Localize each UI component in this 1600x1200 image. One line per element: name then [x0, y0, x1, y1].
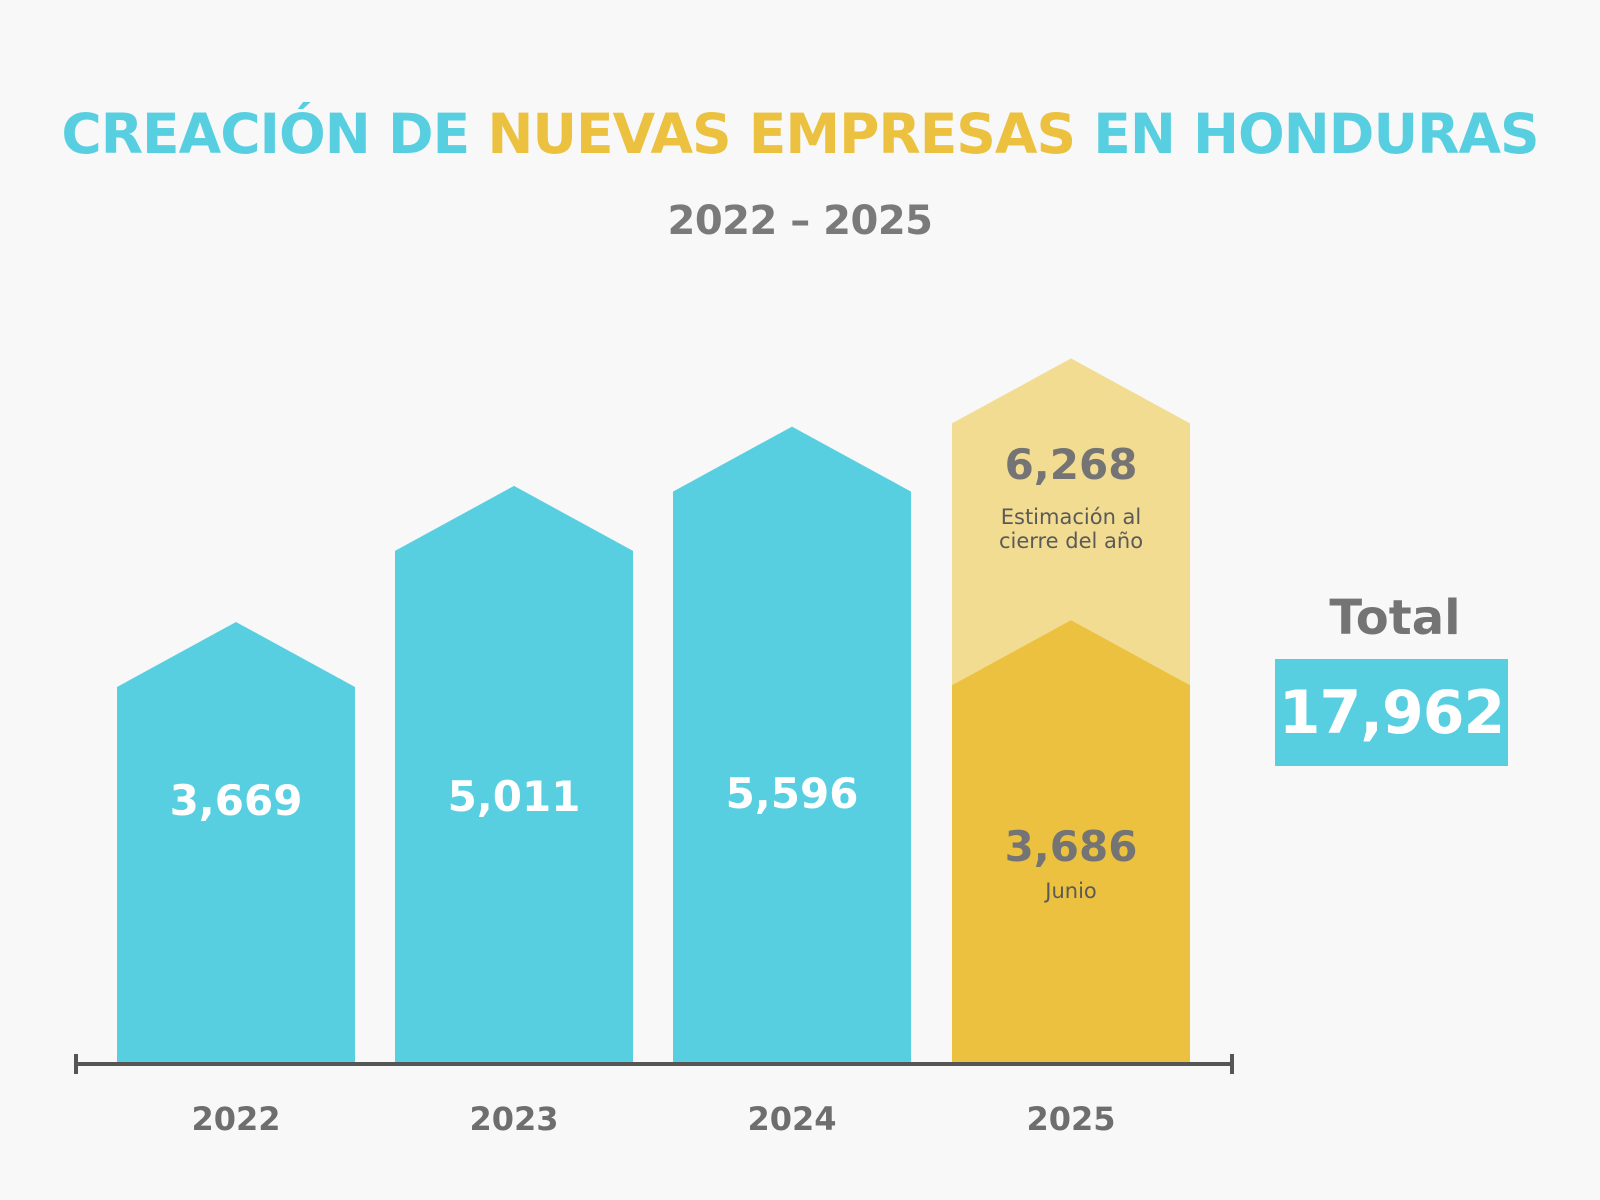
title-part-2: NUEVAS EMPRESAS	[487, 102, 1076, 166]
estimate-label: 6,268	[1005, 440, 1138, 489]
x-tick-2022: 2022	[191, 1100, 280, 1138]
x-tick-2024: 2024	[747, 1100, 836, 1138]
data-label-2022: 3,669	[170, 776, 303, 825]
title-part-1: CREACIÓN DE	[61, 102, 488, 166]
chart-title: CREACIÓN DE NUEVAS EMPRESAS EN HONDURAS	[0, 102, 1600, 166]
total-value: 17,962	[1278, 677, 1506, 748]
estimate-note-line-1: Estimación al	[1001, 505, 1142, 529]
chart-subtitle: 2022 – 2025	[667, 198, 933, 244]
estimate-note-line-2: cierre del año	[999, 529, 1143, 553]
bar-2022	[117, 621, 355, 1063]
bar-2023	[395, 485, 633, 1063]
x-tick-2025: 2025	[1026, 1100, 1115, 1138]
partial-note-2025: Junio	[1043, 879, 1097, 903]
title-part-3: EN HONDURAS	[1075, 102, 1539, 166]
total-label: Total	[1329, 590, 1461, 646]
bar-2025	[952, 620, 1190, 1063]
data-label-2025: 3,686	[1005, 822, 1138, 871]
data-label-2023: 5,011	[448, 772, 581, 821]
x-tick-2023: 2023	[469, 1100, 558, 1138]
bar-2024	[673, 426, 911, 1063]
data-label-2024: 5,596	[726, 769, 859, 818]
total-value-box: 17,962	[1275, 659, 1508, 766]
